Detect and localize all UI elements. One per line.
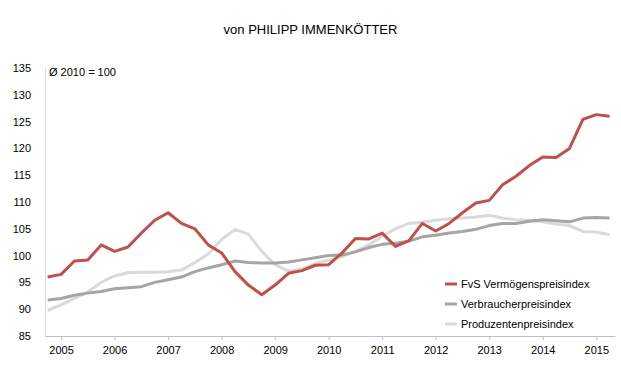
y-tick: 85 — [19, 330, 45, 342]
x-tick: 2008 — [210, 336, 234, 356]
y-axis-line — [45, 69, 46, 337]
x-tick-label: 2014 — [531, 344, 555, 356]
x-tick-mark — [596, 336, 597, 340]
x-tick-label: 2005 — [49, 344, 73, 356]
x-tick-label: 2010 — [317, 344, 341, 356]
y-tick-label: 105 — [13, 223, 31, 235]
annotation: Ø 2010 = 100 — [49, 66, 116, 78]
legend-swatch — [445, 323, 457, 326]
y-tick-label: 100 — [13, 250, 31, 262]
x-axis: 2005 2006 2007 2008 2009 2010 2011 2012 2013 2014… — [46, 336, 616, 356]
y-axis: 85 90 95 100 105 110 115 120 125 130 135 — [13, 62, 46, 342]
plot: 8590951001051101151201251301352005200620… — [13, 62, 616, 356]
x-tick: 2006 — [103, 336, 127, 356]
y-tick: 135 — [13, 62, 45, 74]
x-tick-mark — [275, 336, 276, 340]
x-tick-label: 2006 — [103, 344, 127, 356]
series-line — [48, 218, 610, 301]
x-tick-mark — [543, 336, 544, 340]
x-tick-label: 2011 — [371, 344, 395, 356]
y-tick: 105 — [13, 223, 45, 235]
legend-swatch — [445, 303, 457, 306]
legend-label: Produzentenpreisindex — [461, 318, 574, 330]
x-tick-label: 2012 — [424, 344, 448, 356]
y-tick: 120 — [13, 142, 45, 154]
y-tick-label: 90 — [19, 303, 31, 315]
y-tick-label: 135 — [13, 62, 31, 74]
x-tick-mark — [329, 336, 330, 340]
x-tick-mark — [382, 336, 383, 340]
x-tick-mark — [61, 336, 62, 340]
x-tick-mark — [489, 336, 490, 340]
y-tick-label: 115 — [13, 169, 31, 181]
x-axis-line — [46, 336, 616, 337]
legend-label: Verbraucherpreisindex — [461, 298, 572, 310]
y-tick-label: 120 — [13, 142, 31, 154]
y-tick-label: 110 — [13, 196, 31, 208]
x-tick-label: 2008 — [210, 344, 234, 356]
legend-swatch — [445, 283, 457, 286]
x-tick-label: 2013 — [477, 344, 501, 356]
y-tick: 100 — [13, 250, 45, 262]
x-tick: 2013 — [477, 336, 501, 356]
x-tick-label: 2009 — [263, 344, 287, 356]
x-tick: 2009 — [263, 336, 287, 356]
lines — [48, 115, 610, 311]
y-tick-label: 130 — [13, 89, 31, 101]
legend-label: FvS Vermögenspreisindex — [461, 278, 590, 290]
y-tick: 110 — [13, 196, 45, 208]
series-line — [48, 115, 610, 295]
x-tick: 2011 — [371, 336, 395, 356]
y-tick-label: 125 — [13, 116, 31, 128]
y-tick: 115 — [13, 169, 45, 181]
y-tick-label: 85 — [19, 330, 31, 342]
x-tick: 2010 — [317, 336, 341, 356]
legend: FvS Vermögenspreisindex Verbraucherpreisi… — [445, 278, 590, 330]
x-tick: 2007 — [156, 336, 180, 356]
x-tick-label: 2007 — [156, 344, 180, 356]
x-tick-mark — [222, 336, 223, 340]
y-tick-label: 95 — [19, 276, 31, 288]
x-tick-mark — [436, 336, 437, 340]
x-tick: 2005 — [49, 336, 73, 356]
title: von PHILIPP IMMENKÖTTER — [224, 22, 398, 37]
chart: von PHILIPP IMMENKÖTTER 85 90 95 100 105 110 11… — [0, 0, 621, 383]
y-tick: 130 — [13, 89, 45, 101]
y-tick: 125 — [13, 116, 45, 128]
x-tick: 2015 — [585, 336, 609, 356]
x-tick: 2012 — [424, 336, 448, 356]
y-tick: 95 — [19, 276, 45, 288]
x-tick-label: 2015 — [585, 344, 609, 356]
y-tick: 90 — [19, 303, 45, 315]
x-tick-mark — [115, 336, 116, 340]
x-tick-mark — [168, 336, 169, 340]
x-tick: 2014 — [531, 336, 555, 356]
